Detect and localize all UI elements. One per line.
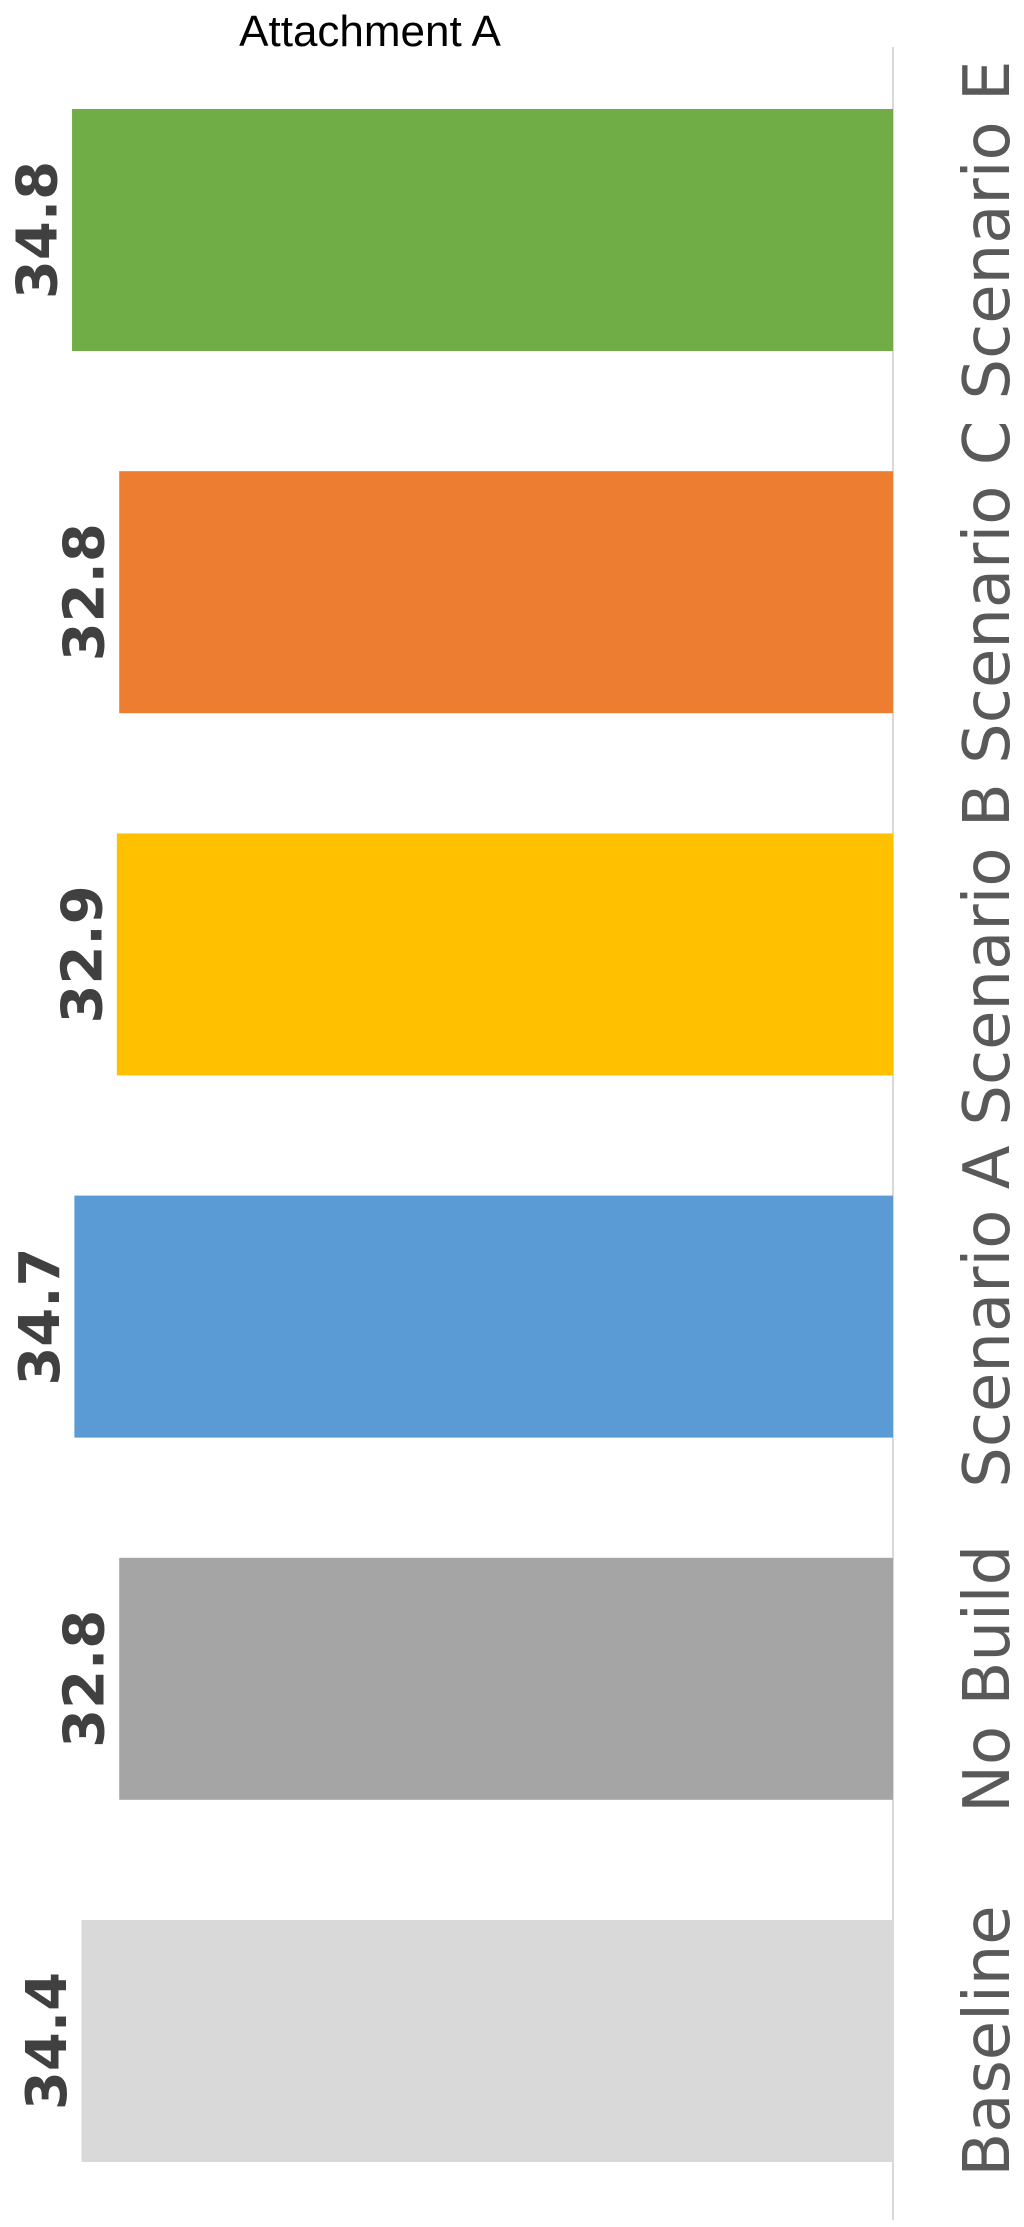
bar-scenario-c	[119, 471, 893, 714]
value-label-scenario-c: 32.8	[53, 523, 118, 661]
value-label-no-build: 32.8	[53, 1610, 118, 1748]
category-label-baseline: Baseline	[951, 1905, 1024, 2176]
category-label-no-build: No Build	[951, 1545, 1024, 1813]
bar-baseline	[81, 1920, 893, 2162]
bars-group	[72, 109, 894, 2162]
bar-no-build	[119, 1557, 893, 1800]
value-labels-group: 34.8 32.8 32.9 34.7 32.8 34.4	[6, 161, 118, 2110]
bar-scenario-a	[74, 1195, 894, 1438]
value-label-scenario-a: 34.7	[8, 1248, 73, 1386]
category-label-scenario-c: Scenario C	[951, 421, 1024, 764]
category-label-scenario-b: Scenario B	[951, 783, 1024, 1125]
page-title: Attachment A	[239, 7, 501, 56]
value-label-baseline: 34.4	[15, 1972, 80, 2110]
bar-scenario-b	[116, 833, 893, 1076]
category-label-scenario-a: Scenario A	[951, 1145, 1024, 1488]
value-label-scenario-b: 32.9	[50, 885, 115, 1023]
value-label-scenario-e: 34.8	[6, 161, 71, 299]
category-labels-group: Scenario E Scenario C Scenario B Scenario A…	[951, 61, 1024, 2177]
bar-scenario-e	[72, 109, 893, 351]
category-label-scenario-e: Scenario E	[951, 61, 1024, 400]
